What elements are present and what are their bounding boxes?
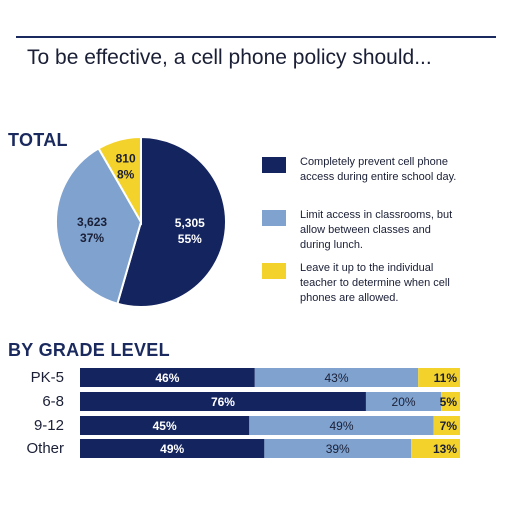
- pie-slice-teacher: [97, 135, 142, 226]
- bar-label-limit: 20%: [392, 395, 416, 409]
- bar-label-prevent: 45%: [153, 419, 177, 433]
- pie-value-label-limit: 3,623: [77, 215, 107, 229]
- bar-segment-prevent: [80, 392, 366, 411]
- row-label-9-12: 9-12: [33, 417, 64, 434]
- bar-segment-teacher: [418, 368, 460, 387]
- bar-segment-teacher: [433, 416, 460, 435]
- bar-label-teacher: 11%: [434, 371, 458, 385]
- bar-segment-limit: [254, 368, 419, 387]
- bar-segment-teacher: [411, 439, 460, 458]
- legend-item-teacher: Leave it up to the individual teacher to…: [262, 261, 460, 306]
- pie-percent-label-prevent: 55%: [178, 232, 202, 246]
- page-title: To be effective, a cell phone policy sho…: [27, 46, 432, 69]
- legend-item-limit: Limit access in classrooms, but allow be…: [262, 208, 460, 253]
- bar-segment-prevent: [80, 439, 265, 458]
- row-label-pk5: PK-5: [30, 369, 64, 386]
- pie-percent-label-teacher: 8%: [117, 168, 135, 182]
- pie-value-label-prevent: 5,305: [175, 216, 205, 230]
- bar-segment-limit: [249, 416, 434, 435]
- row-label-other: Other: [26, 440, 64, 457]
- bar-label-prevent: 76%: [211, 395, 235, 409]
- bar-label-teacher: 5%: [440, 395, 458, 409]
- pie-slice-prevent: [116, 135, 227, 308]
- bar-segment-limit: [264, 439, 412, 458]
- bar-label-teacher: 7%: [440, 419, 458, 433]
- bar-segment-prevent: [80, 416, 250, 435]
- total-section-title: TOTAL: [8, 130, 68, 150]
- grade-section-title: BY GRADE LEVEL: [8, 340, 170, 360]
- legend-label-prevent: Completely prevent cell phone access dur…: [300, 156, 457, 183]
- bar-segment-teacher: [441, 392, 460, 411]
- bar-label-limit: 49%: [329, 419, 353, 433]
- bar-segment-prevent: [80, 368, 255, 387]
- bar-label-limit: 39%: [326, 442, 350, 456]
- legend-label-limit: Limit access in classrooms, but allow be…: [300, 209, 453, 251]
- legend-swatch-limit: [262, 210, 286, 226]
- legend-swatch-prevent: [262, 157, 286, 173]
- row-label-6-8: 6-8: [42, 393, 64, 410]
- pie-percent-label-limit: 37%: [80, 231, 104, 245]
- legend-item-prevent: Completely prevent cell phone access dur…: [262, 155, 460, 185]
- bar-label-prevent: 46%: [155, 371, 179, 385]
- bar-label-prevent: 49%: [160, 442, 184, 456]
- bar-label-teacher: 13%: [433, 442, 457, 456]
- pie-value-label-teacher: 810: [116, 152, 136, 166]
- pie-chart: 5,305 55% 3,623 37% 810 8%: [55, 135, 227, 308]
- pie-slice-limit: [55, 146, 143, 305]
- bar-segment-limit: [365, 392, 442, 411]
- legend-label-teacher: Leave it up to the individual teacher to…: [300, 262, 450, 304]
- top-rule: [16, 36, 496, 38]
- legend-swatch-teacher: [262, 263, 286, 279]
- bar-label-limit: 43%: [324, 371, 348, 385]
